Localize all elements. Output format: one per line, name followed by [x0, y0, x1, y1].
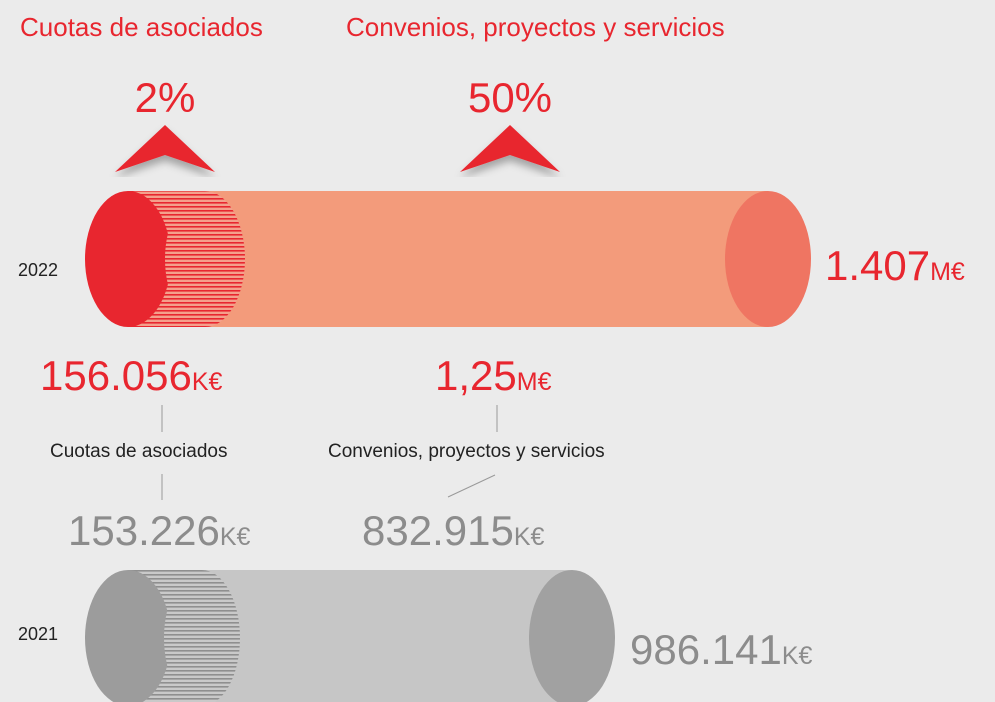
cylinder-2022: [85, 191, 811, 327]
amount: 832.915K€: [362, 507, 545, 554]
value: 986.141: [630, 626, 782, 673]
value: 1.407: [825, 242, 930, 289]
value: 1,25: [435, 352, 517, 399]
label: Cuotas de asociados: [50, 441, 227, 462]
growth: 2%: [135, 74, 196, 121]
unit: K€: [220, 523, 251, 551]
unit: M€: [517, 368, 552, 396]
year: 2021: [18, 624, 58, 644]
growth: 50%: [468, 74, 552, 121]
amount: 153.226K€: [68, 507, 251, 554]
heading: Cuotas de asociados: [20, 12, 263, 42]
value: 832.915: [362, 507, 514, 554]
connectors: [161, 405, 498, 500]
total: 986.141K€: [630, 626, 813, 673]
amount: 156.056K€: [40, 352, 223, 399]
arrow: [115, 125, 215, 172]
unit: K€: [782, 642, 813, 670]
value: 156.056: [40, 352, 192, 399]
unit: M€: [930, 258, 965, 286]
unit: K€: [192, 368, 223, 396]
amount: 1,25M€: [435, 352, 552, 399]
value: 153.226: [68, 507, 220, 554]
total: 1.407M€: [825, 242, 965, 289]
arrow: [460, 125, 560, 172]
heading: Convenios, proyectos y servicios: [346, 12, 725, 42]
label: Convenios, proyectos y servicios: [328, 441, 605, 462]
year: 2022: [18, 260, 58, 280]
unit: K€: [514, 523, 545, 551]
cylinder-2021: [85, 570, 615, 702]
